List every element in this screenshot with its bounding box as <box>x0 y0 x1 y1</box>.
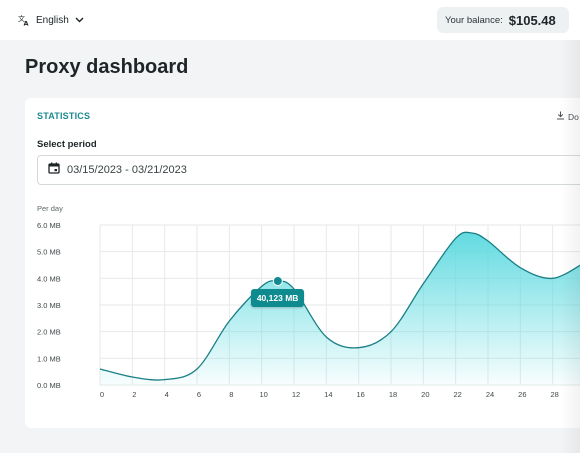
download-label: Do <box>568 111 579 122</box>
x-tick-label: 10 <box>259 390 267 399</box>
x-tick-label: 8 <box>229 390 233 399</box>
x-tick-label: 28 <box>550 390 558 399</box>
translate-icon: 文 A <box>18 14 30 26</box>
svg-text:A: A <box>24 20 29 27</box>
series-area <box>100 232 580 385</box>
x-tick-label: 18 <box>389 390 397 399</box>
page-content: Proxy dashboard 0.0 MB 1.0 MB 2.0 MB 3.0 MB… <box>0 40 580 453</box>
x-tick-label: 26 <box>518 390 526 399</box>
balance-value: $105.48 <box>508 12 556 28</box>
svg-text:文: 文 <box>18 14 25 23</box>
x-tick-label: 16 <box>356 390 364 399</box>
highlight-point <box>272 276 283 286</box>
language-selector[interactable]: 文 A English <box>18 12 84 28</box>
x-tick-label: 12 <box>292 390 300 399</box>
per-day-label: Per day <box>37 204 63 213</box>
series-line <box>99 231 580 381</box>
usage-chart: 0.0 MB 1.0 MB 2.0 MB 3.0 MB 4.0 MB 5.0 MB 6.0 … <box>37 221 580 399</box>
language-label: English <box>36 14 69 26</box>
x-tick-label: 20 <box>421 390 429 399</box>
x-tick-label: 24 <box>486 390 494 399</box>
y-tick-label: 3.0 MB <box>37 301 61 310</box>
chevron-down-icon <box>75 17 84 23</box>
x-tick-label: 0 <box>100 390 104 399</box>
page-title: Proxy dashboard <box>25 56 189 78</box>
y-tick-label: 2.0 MB <box>37 328 61 337</box>
top-bar: 文 A English Your balance: $105.48 <box>0 0 580 40</box>
date-range-picker[interactable]: 03/15/2023 - 03/21/2023 <box>37 155 580 185</box>
download-button[interactable]: Do <box>556 111 579 122</box>
balance-badge: Your balance: $105.48 <box>437 7 569 33</box>
y-tick-label: 1.0 MB <box>37 354 61 363</box>
x-tick-label: 4 <box>165 390 169 399</box>
x-tick-label: 6 <box>197 390 201 399</box>
x-tick-label: 14 <box>324 390 332 399</box>
chart-tooltip: 40,123 MB <box>250 289 305 307</box>
calendar-icon <box>48 161 60 179</box>
x-tick-label: 2 <box>132 390 136 399</box>
y-tick-label: 5.0 MB <box>37 248 61 257</box>
period-label: Select period <box>37 139 97 150</box>
statistics-heading: STATISTICS <box>37 111 91 121</box>
y-tick-label: 6.0 MB <box>37 221 61 230</box>
statistics-card: 0.0 MB 1.0 MB 2.0 MB 3.0 MB 4.0 MB 5.0 MB 6.0 … <box>25 98 580 428</box>
balance-label: Your balance: <box>445 14 503 26</box>
y-tick-label: 4.0 MB <box>37 274 61 283</box>
y-tick-label: 0.0 MB <box>37 381 61 390</box>
x-tick-label: 22 <box>453 390 461 399</box>
download-icon <box>556 111 565 122</box>
date-range-value: 03/15/2023 - 03/21/2023 <box>67 164 187 176</box>
